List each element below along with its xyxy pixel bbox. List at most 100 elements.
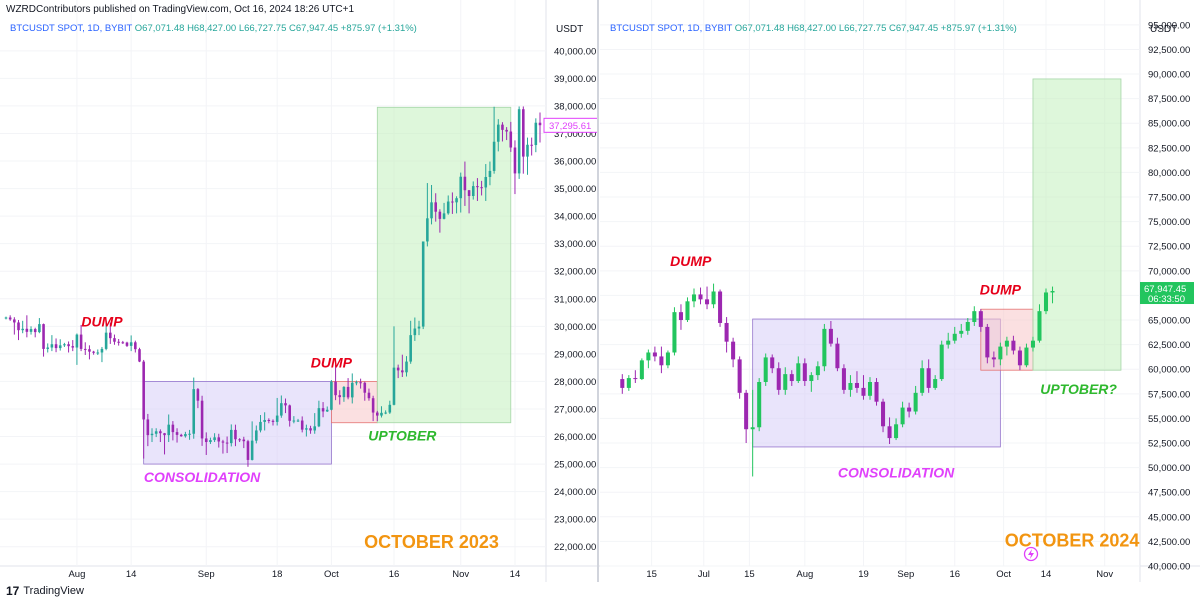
candle [363,381,367,401]
candle [652,346,657,362]
candle-body [438,211,442,219]
candle [42,323,45,357]
candle-body [367,392,371,399]
candle [33,327,37,338]
candle [900,401,905,428]
candle-body [75,334,79,348]
candle-body [867,382,873,396]
candle [79,324,83,352]
candle-body [79,334,83,349]
x-tick-label: Oct [996,569,1011,580]
candle-body [750,427,755,430]
candle-body [652,352,657,357]
candle-body [783,374,788,390]
lightning-icon-ring [1023,546,1039,562]
candle [731,337,736,368]
candle-body [4,317,8,319]
candle-body [538,122,542,126]
lightning-icon [1023,546,1039,562]
candle [505,127,508,141]
annotation-box-red [331,381,378,424]
candle-body [1017,350,1022,366]
candle-body [959,330,964,334]
y-tick-label: 65,000.00 [1148,316,1190,327]
tradingview-logo[interactable]: 17 TradingView [6,584,84,598]
candle-body [221,441,225,443]
candle [737,356,742,399]
candle [417,320,421,336]
candle [438,209,442,233]
candle-body [517,109,521,174]
candle [175,428,179,443]
candle [150,428,154,443]
candle [392,326,396,406]
candle-body [946,340,951,345]
y-tick-label: 80,000.00 [1148,168,1190,179]
candle [204,432,208,455]
candle [413,317,417,341]
candle [442,202,446,220]
candle [691,288,697,308]
candle-body [209,440,212,443]
candle-body [150,433,154,436]
candle [854,371,859,393]
candle [430,184,433,225]
candle [221,439,225,454]
candle [250,421,254,461]
candle-body [288,405,291,421]
candle-body [718,291,723,323]
candle [17,319,20,341]
annotation-label: DUMP [670,253,712,269]
y-tick-label: 24,000.00 [554,487,596,498]
candle-body [1004,340,1009,347]
candle-body [117,341,120,343]
candle [678,304,683,330]
candle-body [129,342,133,346]
candle-body [300,420,304,430]
candle-body [96,352,100,354]
y-tick-label: 82,500.00 [1148,143,1190,154]
candle [501,122,504,142]
y-tick-label: 40,000.00 [1148,562,1190,573]
y-tick-label: 37,000.00 [554,129,596,140]
y-tick-label: 62,500.00 [1148,340,1190,351]
candle-body [321,408,325,412]
y-tick-label: 57,500.00 [1148,389,1190,400]
candle [113,334,116,345]
annotation-box-purple [143,381,332,465]
candle-body [355,382,358,384]
candle [835,337,840,372]
candle-body [854,382,859,388]
candle-body [513,147,517,174]
candle [100,346,104,363]
candle-body [342,386,346,398]
candle-body [526,144,529,157]
candle-body [1024,347,1029,366]
candle [946,332,951,349]
candle-body [246,441,250,460]
y-tick-label: 32,000.00 [554,267,596,278]
candle [342,386,346,402]
candle-body [405,361,408,373]
y-tick-label: 38,000.00 [554,101,596,112]
candle [815,361,820,381]
candle [488,161,492,186]
y-tick-label: 39,000.00 [554,74,596,85]
candle-body [267,419,271,421]
y-tick-label: 30,000.00 [554,322,596,333]
candle-body [204,438,208,443]
symbol-info-part: C67,947.45 [289,23,341,34]
x-tick-label: Oct [324,569,339,580]
symbol-info-part: L66,727.75 [839,23,889,34]
candle [359,378,362,389]
y-tick-label: 95,000.00 [1148,20,1190,31]
y-tick-label: 36,000.00 [554,157,596,168]
candle-body [363,382,367,393]
candle [463,161,467,206]
candle-body [776,368,781,390]
candle [38,318,41,334]
chart-panel-1: DUMP DUMP CONSOLIDATION UPTOBER OCTOBER 2023… [0,0,600,582]
x-tick-label: 18 [272,569,283,580]
price-tag-value: 37,295.61 [549,121,591,132]
